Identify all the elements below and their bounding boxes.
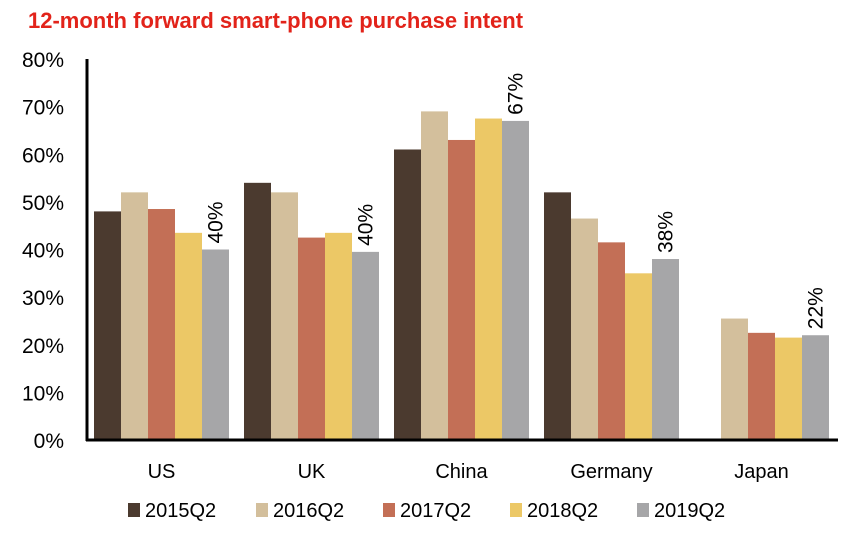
bar bbox=[121, 192, 148, 440]
legend-label: 2018Q2 bbox=[527, 500, 598, 522]
legend-label: 2017Q2 bbox=[400, 500, 471, 522]
x-tick-label: UK bbox=[298, 461, 326, 483]
bar bbox=[325, 232, 352, 440]
x-tick-label: US bbox=[148, 461, 176, 483]
bar bbox=[598, 242, 625, 440]
bar bbox=[775, 337, 802, 440]
bar bbox=[802, 335, 829, 440]
data-label: 22% bbox=[805, 287, 828, 329]
x-tick-label: Germany bbox=[570, 461, 652, 483]
y-tick-label: 20% bbox=[22, 335, 64, 358]
bar bbox=[502, 120, 529, 440]
legend-swatch bbox=[383, 503, 395, 517]
bar bbox=[298, 237, 325, 440]
data-label: 67% bbox=[505, 73, 528, 115]
bar bbox=[244, 182, 271, 440]
legend-swatch bbox=[128, 503, 140, 517]
x-tick-label: Japan bbox=[734, 461, 789, 483]
data-label: 40% bbox=[205, 201, 228, 243]
data-label: 40% bbox=[355, 204, 378, 246]
bar bbox=[175, 232, 202, 440]
y-tick-label: 60% bbox=[22, 144, 64, 167]
bar bbox=[652, 259, 679, 440]
y-tick-label: 10% bbox=[22, 382, 64, 405]
bar bbox=[271, 192, 298, 440]
y-tick-label: 50% bbox=[22, 192, 64, 215]
bar bbox=[148, 209, 175, 440]
bar bbox=[394, 149, 421, 441]
bar bbox=[421, 111, 448, 440]
bar bbox=[571, 218, 598, 440]
bar bbox=[352, 251, 379, 440]
bar bbox=[625, 273, 652, 440]
legend-swatch bbox=[510, 503, 522, 517]
bar bbox=[475, 118, 502, 440]
y-tick-label: 80% bbox=[22, 49, 64, 72]
x-tick-label: China bbox=[435, 461, 488, 483]
bar bbox=[721, 318, 748, 440]
bar bbox=[202, 249, 229, 440]
y-tick-label: 30% bbox=[22, 287, 64, 310]
legend-swatch bbox=[637, 503, 649, 517]
legend-label: 2015Q2 bbox=[145, 500, 216, 522]
legend-label: 2019Q2 bbox=[654, 500, 725, 522]
chart-title: 12-month forward smart-phone purchase in… bbox=[28, 8, 524, 33]
legend-swatch bbox=[256, 503, 268, 517]
y-tick-label: 0% bbox=[34, 430, 64, 453]
y-tick-label: 40% bbox=[22, 240, 64, 263]
y-tick-label: 70% bbox=[22, 97, 64, 120]
bar bbox=[544, 192, 571, 440]
bar bbox=[448, 139, 475, 440]
bar bbox=[748, 332, 775, 440]
data-label: 38% bbox=[655, 211, 678, 253]
legend-label: 2016Q2 bbox=[273, 500, 344, 522]
bar bbox=[94, 211, 121, 440]
